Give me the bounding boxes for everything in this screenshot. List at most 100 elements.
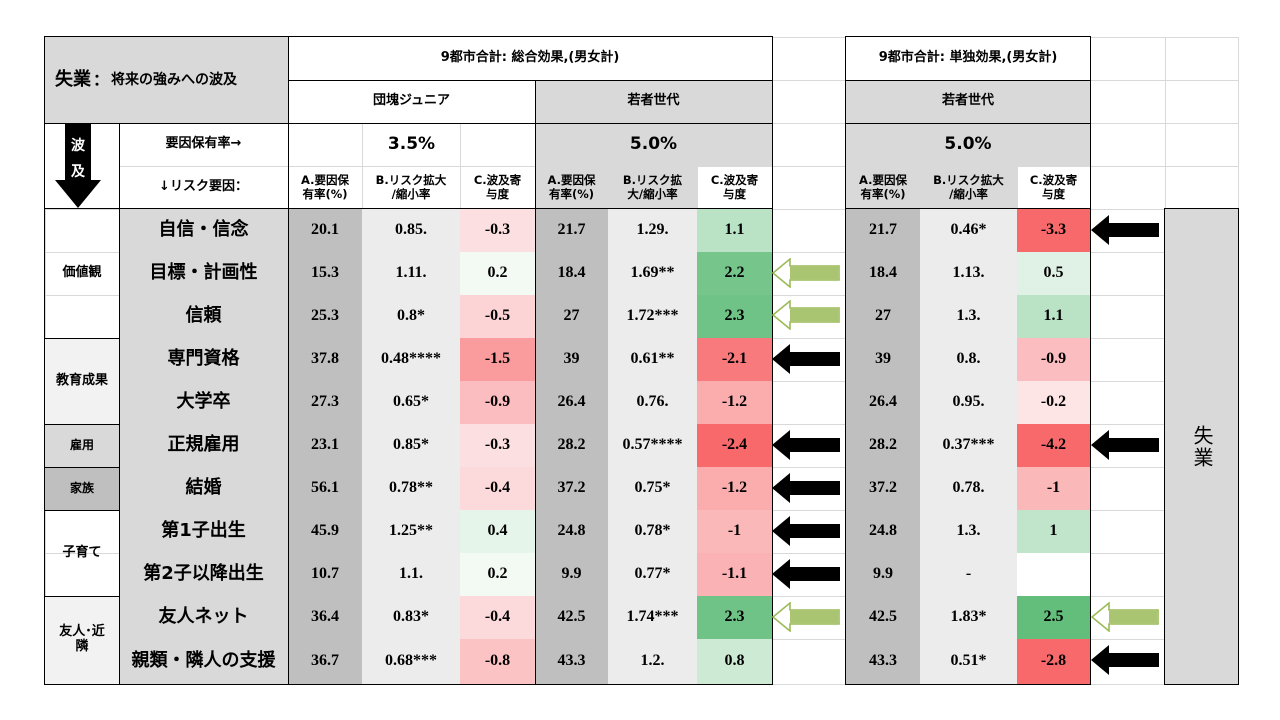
table-border — [119, 123, 120, 684]
table-border — [44, 36, 45, 685]
column-header-line2: /縮小率 — [391, 186, 431, 201]
cell-yc: -2.4 — [697, 424, 772, 467]
cell-jc: 0.4 — [460, 510, 535, 553]
cell-sb: - — [920, 553, 1017, 596]
cell-sb: 1.3. — [920, 295, 1017, 338]
cell-yc: -2.1 — [697, 338, 772, 381]
cell-jb: 0.68*** — [362, 639, 460, 684]
cell-sa: 21.7 — [846, 209, 920, 252]
cell-ya: 24.8 — [535, 510, 608, 553]
table-border — [44, 208, 773, 209]
table-border — [1164, 208, 1165, 685]
cell-yb: 0.76. — [608, 381, 697, 424]
cell-yc: 2.3 — [697, 295, 772, 338]
column-header-sa: A.要因保 有率(%) — [846, 166, 920, 209]
cell-jc: -0.4 — [460, 596, 535, 639]
cell-sb: 0.78. — [920, 467, 1017, 510]
table-border — [44, 684, 773, 685]
column-header-line2: 与度 — [486, 186, 509, 201]
cell-jc: -0.8 — [460, 639, 535, 684]
column-header-line1: B.リスク拡大 — [933, 173, 1004, 188]
cell-ja: 25.3 — [288, 295, 362, 338]
column-header-line2: 与度 — [723, 186, 746, 201]
green-left-arrow-icon — [771, 601, 840, 633]
rate-young: 5.0% — [535, 123, 772, 166]
cell-sc: -0.9 — [1017, 338, 1090, 381]
cell-ya: 26.4 — [535, 381, 608, 424]
column-header-jc: C.波及寄 与度 — [460, 166, 535, 209]
category-education: 教育成果 — [45, 338, 119, 424]
cell-sc: 0.5 — [1017, 252, 1090, 295]
cell-jc: -0.5 — [460, 295, 535, 338]
cell-ja: 56.1 — [288, 467, 362, 510]
column-header-line1: A.要因保 — [547, 173, 596, 188]
group-young2-header: 若者世代 — [846, 80, 1090, 123]
rate-junior: 3.5% — [387, 133, 436, 154]
table-border — [288, 80, 773, 81]
cell-sa: 27 — [846, 295, 920, 338]
cell-jb: 0.85* — [362, 424, 460, 467]
table-border — [44, 338, 119, 339]
cell-sc: 1 — [1017, 510, 1090, 553]
right-label-text: 失業 — [1190, 424, 1214, 469]
cell-sc — [1017, 553, 1090, 596]
category-friends: 友人･近隣 — [45, 596, 119, 684]
table-border — [845, 80, 1091, 81]
cell-jb: 0.85. — [362, 209, 460, 252]
cell-yc: 0.8 — [697, 639, 772, 684]
cell-sc: -2.8 — [1017, 639, 1090, 684]
cell-sa: 42.5 — [846, 596, 920, 639]
factor-label: 友人ネット — [119, 596, 288, 639]
table-border — [1164, 208, 1239, 209]
table-border — [44, 467, 119, 468]
cell-sb: 1.83* — [920, 596, 1017, 639]
table-border — [845, 36, 846, 685]
cell-yc: -1 — [697, 510, 772, 553]
right-unemployment-label: 失業 — [1165, 209, 1238, 684]
column-header-line2: 有率(%) — [548, 186, 595, 201]
total-effect-header: 9都市合計: 総合効果,(男女計) — [288, 37, 772, 80]
table-border — [1164, 684, 1239, 685]
cell-yb: 1.29. — [608, 209, 697, 252]
cell-sc: -3.3 — [1017, 209, 1090, 252]
column-header-line2: 与度 — [1042, 186, 1065, 201]
cell-jb: 1.1. — [362, 553, 460, 596]
cell-jb: 1.25** — [362, 510, 460, 553]
cell-sb: 1.13. — [920, 252, 1017, 295]
factor-label: 第1子出生 — [119, 510, 288, 553]
factor-label: 正規雇用 — [119, 424, 288, 467]
cell-yc: 2.2 — [697, 252, 772, 295]
factor-label: 目標・計画性 — [119, 252, 288, 295]
table-border — [288, 36, 289, 685]
cell-yb: 1.72*** — [608, 295, 697, 338]
cell-ya: 42.5 — [535, 596, 608, 639]
cell-jc: -0.9 — [460, 381, 535, 424]
factor-label: 親類・隣人の支援 — [119, 639, 288, 684]
title-main: 失業 — [55, 68, 91, 90]
wave-char-2: 及 — [71, 163, 85, 180]
cell-jc: -1.5 — [460, 338, 535, 381]
solo-effect-header: 9都市合計: 単独効果,(男女計) — [846, 37, 1090, 80]
factor-label: 自信・信念 — [119, 209, 288, 252]
cell-sa: 9.9 — [846, 553, 920, 596]
cell-yb: 0.78* — [608, 510, 697, 553]
group-junior-header: 団塊ジュニア — [288, 80, 535, 123]
green-left-arrow-icon — [1090, 601, 1159, 633]
category-childcare: 子育て — [62, 544, 102, 560]
column-header-line1: C.波及寄 — [1029, 173, 1078, 188]
title-sep: ： — [93, 69, 110, 89]
wave-char-1: 波 — [71, 137, 85, 154]
factor-label: 結婚 — [119, 467, 288, 510]
table-border — [845, 684, 1091, 685]
black-left-arrow-icon — [772, 516, 840, 546]
cell-yb: 1.74*** — [608, 596, 697, 639]
cell-sb: 0.46* — [920, 209, 1017, 252]
factor-label: 第2子以降出生 — [119, 553, 288, 596]
table-border — [845, 123, 1091, 124]
cell-sb: 0.51* — [920, 639, 1017, 684]
column-header-line2: 有率(%) — [302, 186, 348, 201]
column-header-sb: B.リスク拡大/縮小率 — [920, 166, 1017, 209]
table-border — [44, 123, 773, 124]
cell-jc: 0.2 — [460, 252, 535, 295]
table-border — [1238, 208, 1239, 685]
